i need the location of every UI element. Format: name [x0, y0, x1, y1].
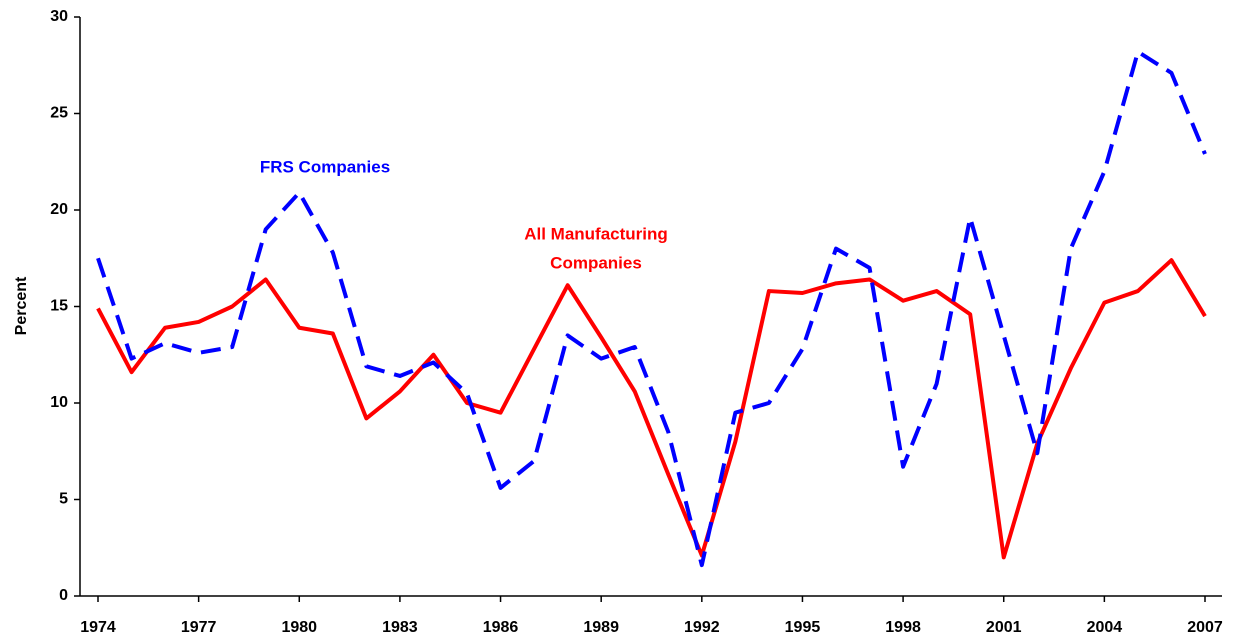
x-tick-label: 1986 — [483, 619, 519, 636]
x-tick-label: 1995 — [785, 619, 821, 636]
x-tick-label: 2004 — [1087, 619, 1123, 636]
x-tick-label: 2007 — [1187, 619, 1223, 636]
x-tick-label: 1980 — [281, 619, 317, 636]
x-tick-label: 1983 — [382, 619, 418, 636]
series-line — [96, 258, 1207, 560]
y-tick-label: 25 — [50, 105, 68, 122]
annotation: FRS Companies — [260, 157, 390, 176]
x-tick-label: 1977 — [181, 619, 217, 636]
x-tick-label: 1989 — [583, 619, 619, 636]
series-line — [96, 49, 1207, 568]
y-tick-label: 10 — [50, 394, 68, 411]
x-tick-label: 1974 — [80, 619, 116, 636]
y-axis-label: Percent — [13, 276, 30, 335]
annotation: Companies — [550, 253, 642, 272]
y-tick-label: 20 — [50, 201, 68, 218]
x-tick-label: 2001 — [986, 619, 1022, 636]
y-tick-label: 0 — [59, 587, 68, 604]
x-tick-label: 1992 — [684, 619, 720, 636]
y-tick-label: 30 — [50, 8, 68, 25]
x-tick-label: 1998 — [885, 619, 921, 636]
annotation: All Manufacturing — [524, 224, 668, 243]
y-tick-label: 15 — [50, 298, 68, 315]
y-tick-label: 5 — [59, 491, 68, 508]
